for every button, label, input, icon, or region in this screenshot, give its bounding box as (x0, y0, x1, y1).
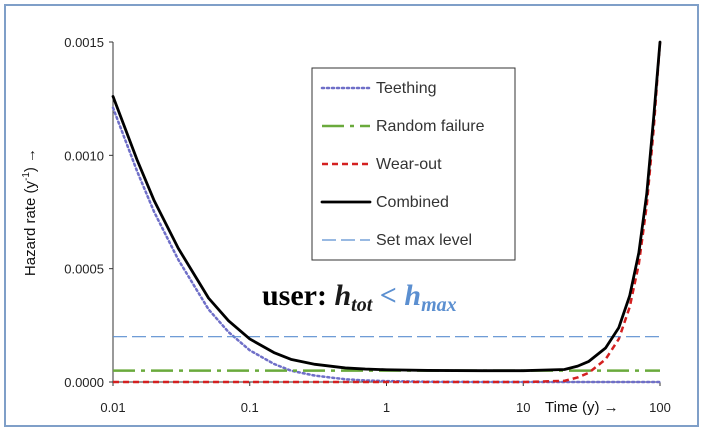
y-tick-label: 0.0005 (64, 262, 104, 277)
series-lines (111, 40, 662, 384)
legend-label-wear-out: Wear-out (376, 156, 442, 173)
formula-lhs-sub: tot (351, 294, 374, 316)
legend-label-teething: Teething (376, 80, 437, 97)
formula-rhs: h (404, 279, 421, 312)
series-line-combined (111, 40, 662, 373)
series-line-wear-out (113, 41, 662, 384)
y-axis-title: Hazard rate (y-1) → (21, 148, 39, 276)
formula-operator: < (372, 279, 404, 312)
x-tick-label: 100 (649, 400, 671, 415)
formula-prefix: user: (262, 279, 334, 312)
y-tick-label: 0.0010 (64, 148, 104, 163)
formula-annotation: user: htot < hmax (262, 279, 457, 316)
legend-label-set-max-level: Set max level (376, 232, 472, 249)
legend-items: Teething Random failure Wear-out Combined Se… (320, 80, 485, 249)
x-tick-label: 10 (516, 400, 530, 415)
y-tick-label: 0.0015 (64, 35, 104, 50)
x-tick-label: 0.1 (241, 400, 259, 415)
x-tick-label: 1 (383, 400, 390, 415)
x-tick-label: 0.01 (100, 400, 125, 415)
x-axis-title: Time (y) → (545, 399, 619, 416)
legend: Teething Random failure Wear-out Combined Se… (311, 67, 516, 261)
axis-ticks: 0.01 0.1 1 10 100 0.0000 0.0005 0.0010 0.0015 (64, 35, 671, 415)
legend-label-combined: Combined (376, 194, 449, 211)
y-tick-label: 0.0000 (64, 375, 104, 390)
formula-lhs: h (334, 279, 351, 312)
legend-label-random-failure: Random failure (376, 118, 485, 135)
formula-rhs-sub: max (421, 294, 457, 316)
